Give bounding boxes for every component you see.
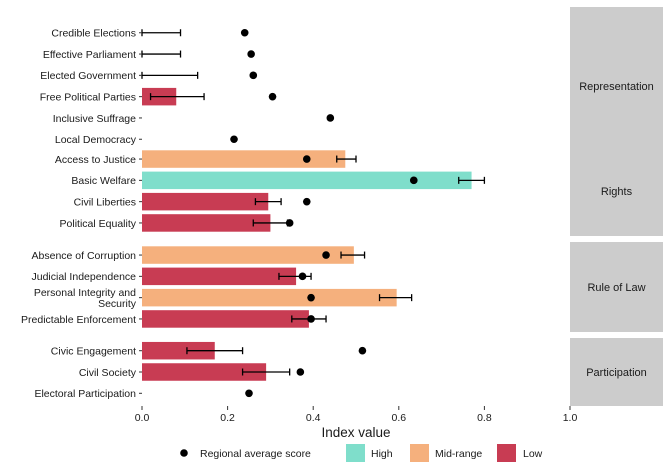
category-label: Predictable Enforcement	[21, 314, 136, 326]
regional-point	[230, 135, 238, 144]
legend-label-mid: Mid-range	[435, 448, 482, 460]
regional-point	[249, 71, 258, 80]
category-label: Elected Government	[40, 70, 136, 82]
category-label: Absence of Corruption	[32, 250, 137, 262]
legend: Regional average score High Mid-range Low	[180, 444, 543, 462]
category-label: Local Democracy	[55, 134, 137, 146]
category-label: Free Political Parties	[40, 91, 136, 103]
regional-point	[296, 368, 305, 376]
regional-point	[307, 315, 315, 323]
bar	[142, 267, 297, 286]
regional-point	[302, 197, 311, 206]
category-label: Access to Justice	[55, 154, 136, 166]
facet-strip-label: Participation	[586, 367, 647, 379]
facet-strip	[570, 338, 663, 406]
regional-point	[322, 251, 330, 259]
facet-strip	[570, 146, 663, 236]
legend-key-low	[497, 444, 516, 462]
legend-label-high: High	[371, 448, 393, 460]
regional-point	[298, 272, 307, 281]
category-label: Credible Elections	[51, 28, 136, 40]
regional-point	[302, 155, 311, 163]
facet-strip-label: Representation	[579, 81, 654, 93]
panel-3: Participation Civic Engagement Civil Socie…	[34, 338, 663, 406]
bar	[142, 363, 267, 381]
facet-strip	[570, 242, 663, 332]
category-label: Judicial Independence	[32, 271, 137, 283]
regional-point	[247, 50, 255, 58]
facet-strip-label: Rule of Law	[587, 282, 645, 294]
legend-label-regional: Regional average score	[200, 448, 311, 460]
x-tick-label: 0.6	[391, 412, 406, 424]
legend-key-high	[346, 444, 365, 462]
bar	[142, 288, 397, 307]
bar	[142, 246, 354, 264]
x-tick-label: 0.2	[220, 412, 235, 424]
panel-0: Representation Credible Elections Effectiv…	[40, 7, 663, 165]
bar	[142, 192, 269, 211]
x-tick-label: 0.4	[306, 412, 321, 424]
facet-strip	[570, 7, 663, 165]
panel-2: Rule of Law Absence of Corruption Judicial…	[21, 242, 663, 332]
category-label: Civic Engagement	[51, 346, 136, 358]
category-label: Electoral Participation	[34, 388, 136, 400]
bar	[142, 171, 472, 190]
bar	[142, 214, 271, 232]
regional-point	[358, 346, 367, 355]
x-axis-title: Index value	[321, 425, 390, 440]
legend-key-mid	[410, 444, 429, 462]
x-axis: 0.0 0.2 0.4 0.6 0.8 1.0 Index value	[135, 406, 578, 440]
regional-point	[240, 28, 249, 37]
regional-point	[245, 389, 253, 398]
category-label: Effective Parliament	[43, 49, 136, 61]
regional-point	[326, 114, 335, 122]
regional-point	[307, 293, 315, 302]
regional-point	[285, 219, 294, 227]
regional-point	[268, 92, 277, 101]
category-label: Inclusive Suffrage	[53, 113, 136, 125]
x-tick-label: 0.0	[135, 412, 150, 424]
category-label: Personal Integrity and Security	[34, 287, 137, 310]
category-label: Civil Society	[79, 367, 137, 379]
regional-point	[409, 176, 418, 185]
bar	[142, 341, 215, 360]
panel-1: Rights Access to Justice Basic Welfare Civi…	[55, 146, 663, 236]
legend-label-low: Low	[523, 448, 543, 460]
category-label: Civil Liberties	[74, 196, 136, 208]
facet-strip-label: Rights	[601, 186, 633, 198]
category-label: Basic Welfare	[71, 175, 136, 187]
legend-key-regional	[180, 449, 188, 457]
category-label: Political Equality	[60, 218, 137, 230]
bar	[142, 310, 309, 328]
x-tick-label: 1.0	[563, 412, 578, 424]
bar	[142, 150, 346, 168]
x-tick-label: 0.8	[477, 412, 492, 424]
